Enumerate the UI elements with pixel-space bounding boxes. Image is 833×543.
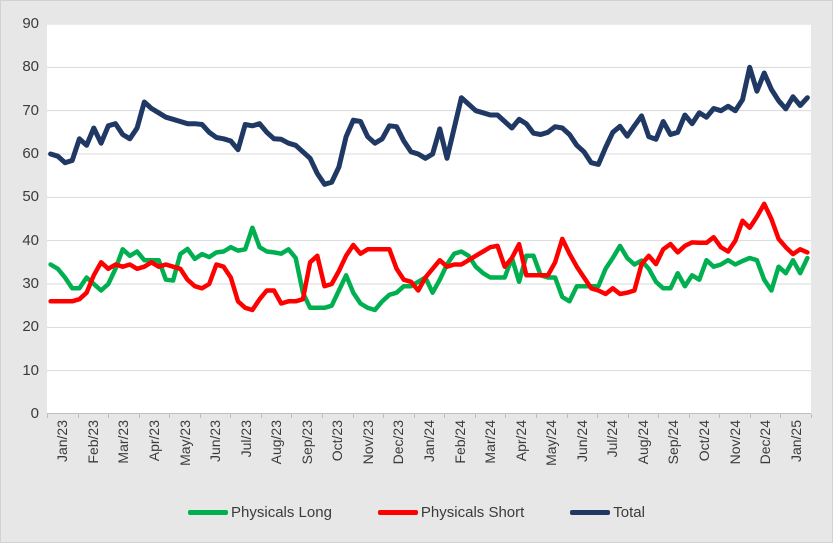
- legend-label-physicals-short: Physicals Short: [420, 504, 525, 521]
- x-axis-tick: [260, 414, 262, 418]
- x-axis-tick-label: Aug/24: [634, 420, 651, 465]
- x-axis-tick-label: Nov/24: [726, 420, 743, 465]
- legend-item-physicals-short: Physicals Short: [377, 504, 525, 521]
- legend-item-physicals-long: Physicals Long: [188, 504, 332, 521]
- x-axis-tick-label: Jan/25: [787, 420, 804, 463]
- x-axis-tick-label: Sep/23: [298, 420, 315, 465]
- y-axis-tick-label: 40: [22, 231, 39, 249]
- x-axis-tick-label: Jul/24: [604, 420, 621, 458]
- x-axis-tick: [291, 414, 293, 418]
- x-axis-tick-label: Feb/24: [451, 420, 468, 464]
- x-axis-tick: [230, 414, 232, 418]
- x-axis-tick: [474, 414, 476, 418]
- x-axis-tick: [138, 414, 140, 418]
- x-axis-tick-label: Jul/23: [237, 420, 254, 458]
- y-axis-tick-label: 30: [22, 275, 39, 292]
- y-axis-tick-label: 20: [22, 318, 39, 336]
- x-axis-tick-label: Mar/24: [482, 420, 499, 464]
- y-axis-tick-label: 60: [22, 145, 39, 162]
- x-axis-tick-label: Mar/23: [115, 420, 132, 464]
- series-line-total: [48, 64, 810, 187]
- x-axis-tick-label: May/23: [176, 420, 193, 466]
- x-axis-tick: [352, 414, 354, 418]
- x-axis-tick: [535, 414, 537, 418]
- x-axis-tick-label: Oct/24: [696, 420, 713, 462]
- x-axis-tick: [719, 414, 721, 418]
- y-axis-tick-label: 90: [22, 15, 39, 32]
- legend-swatch-physicals-long: [188, 510, 229, 515]
- legend-swatch-total: [570, 510, 611, 515]
- x-axis-tick: [566, 414, 568, 418]
- series-lines: [47, 24, 811, 414]
- x-axis-tick: [47, 414, 48, 418]
- x-axis-tick: [169, 414, 171, 418]
- x-axis-tick: [658, 414, 660, 418]
- x-axis-tick: [597, 414, 599, 418]
- x-axis-tick: [811, 414, 812, 418]
- x-axis-tick: [383, 414, 385, 418]
- x-axis-tick: [780, 414, 782, 418]
- x-axis-tick: [627, 414, 629, 418]
- x-axis-tick-label: Oct/23: [329, 420, 346, 462]
- x-axis-tick-label: Dec/24: [757, 420, 774, 465]
- plot-area: [47, 24, 811, 414]
- x-axis-tick: [108, 414, 110, 418]
- legend-item-total: Total: [570, 504, 645, 521]
- x-axis-tick-label: Jun/24: [573, 420, 590, 463]
- legend: Physicals Long Physicals Short Total: [1, 504, 832, 521]
- y-axis-tick-label: 70: [22, 101, 39, 119]
- x-axis-tick-label: Jun/23: [207, 420, 224, 463]
- x-axis-tick: [505, 414, 507, 418]
- x-axis-tick-label: Sep/24: [665, 420, 682, 465]
- y-axis-tick-label: 10: [22, 361, 39, 379]
- x-axis-tick-label: Jan/23: [54, 420, 71, 463]
- legend-swatch-physicals-short: [377, 510, 418, 515]
- series-line-physicals-long: [48, 225, 810, 313]
- x-axis-tick-label: Apr/23: [145, 420, 162, 462]
- x-axis-tick: [749, 414, 751, 418]
- x-axis-tick-label: Aug/23: [268, 420, 285, 465]
- x-axis-tick: [444, 414, 446, 418]
- x-axis-tick: [688, 414, 690, 418]
- legend-label-physicals-long: Physicals Long: [231, 504, 332, 521]
- x-axis-tick-label: Nov/23: [359, 420, 376, 465]
- x-axis-tick: [322, 414, 324, 418]
- x-axis-tick: [199, 414, 201, 418]
- series-line-physicals-short: [48, 201, 810, 313]
- x-axis-tick-label: Dec/23: [390, 420, 407, 465]
- x-axis-tick: [413, 414, 415, 418]
- y-axis-tick-label: 80: [22, 58, 39, 76]
- x-axis-tick: [77, 414, 79, 418]
- x-axis-tick-label: Apr/24: [512, 420, 529, 462]
- legend-label-total: Total: [613, 504, 645, 521]
- x-axis-tick-label: Jan/24: [421, 420, 437, 463]
- x-axis-tick-label: May/24: [543, 420, 560, 466]
- x-axis-tick-label: Feb/23: [84, 420, 101, 464]
- y-axis-tick-label: 0: [30, 405, 39, 422]
- y-axis-tick-label: 50: [22, 188, 39, 206]
